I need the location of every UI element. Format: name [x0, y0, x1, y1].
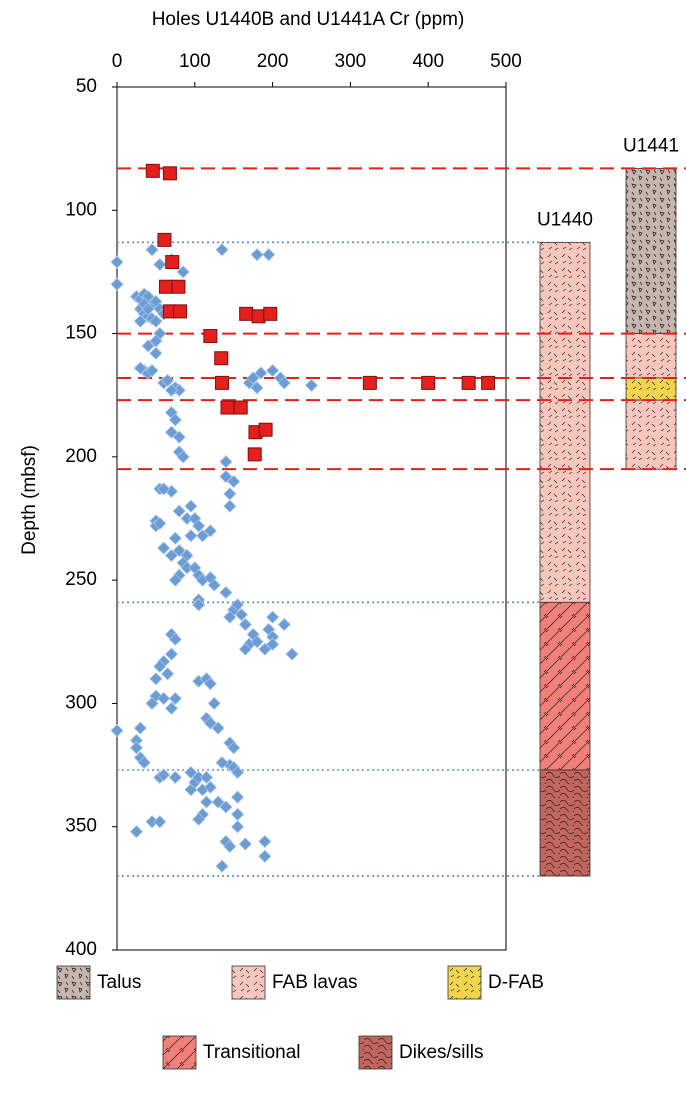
data-point: [111, 278, 123, 290]
data-point: [150, 673, 162, 685]
chart-title: Holes U1440B and U1441A Cr (ppm): [152, 9, 465, 30]
data-point: [248, 448, 261, 461]
data-point: [363, 376, 376, 389]
data-point: [267, 365, 279, 377]
legend-label: Talus: [97, 972, 141, 993]
data-point: [224, 488, 236, 500]
lithology-interval: [540, 242, 590, 602]
data-point: [264, 307, 277, 320]
data-point: [169, 532, 181, 544]
lithology-interval: [626, 334, 676, 378]
y-tick-label: 250: [65, 569, 97, 590]
y-tick-label: 50: [76, 76, 97, 97]
data-point: [306, 379, 318, 391]
data-point: [185, 500, 197, 512]
y-tick-label: 300: [65, 692, 97, 713]
data-point: [146, 164, 159, 177]
legend-swatch: [448, 966, 481, 999]
data-point: [234, 401, 247, 414]
lithology-interval: [540, 770, 590, 876]
legend-swatch: [163, 1036, 196, 1069]
data-point: [224, 500, 236, 512]
legend-label: Dikes/sills: [399, 1042, 483, 1063]
data-point: [165, 648, 177, 660]
y-tick-label: 100: [65, 199, 97, 220]
data-point: [111, 256, 123, 268]
data-point: [221, 401, 234, 414]
plot-frame: [117, 87, 506, 950]
data-point: [216, 860, 228, 872]
data-point: [252, 310, 265, 323]
data-point: [166, 256, 179, 269]
legend-label: D-FAB: [488, 972, 544, 993]
data-point: [174, 305, 187, 318]
column-label: U1440: [537, 209, 593, 230]
legend-swatch: [57, 966, 90, 999]
y-tick-label: 200: [65, 446, 97, 467]
data-point: [232, 808, 244, 820]
x-tick-label: 100: [179, 51, 211, 72]
data-point: [204, 330, 217, 343]
data-point: [172, 280, 185, 293]
data-point: [462, 376, 475, 389]
data-point: [278, 619, 290, 631]
x-tick-label: 0: [112, 51, 123, 72]
data-point: [154, 259, 166, 271]
data-point: [158, 233, 171, 246]
data-point: [482, 376, 495, 389]
data-point: [286, 648, 298, 660]
column-label: U1441: [623, 135, 679, 156]
legend-swatch: [359, 1036, 392, 1069]
data-point: [111, 725, 123, 737]
data-point: [263, 249, 275, 261]
x-tick-label: 500: [490, 51, 522, 72]
data-point: [232, 791, 244, 803]
y-tick-label: 350: [65, 816, 97, 837]
data-point: [240, 307, 253, 320]
lithology-interval: [540, 602, 590, 770]
legend-swatch: [232, 966, 265, 999]
lithology-interval: [626, 400, 676, 469]
y-tick-label: 400: [65, 939, 97, 960]
legend-label: Transitional: [203, 1042, 301, 1063]
lithology-interval: [626, 168, 676, 333]
x-tick-label: 200: [257, 51, 289, 72]
data-point: [146, 244, 158, 256]
data-point: [232, 821, 244, 833]
data-point: [259, 836, 271, 848]
data-point: [154, 816, 166, 828]
data-point: [259, 850, 271, 862]
data-point: [150, 347, 162, 359]
y-tick-label: 150: [65, 323, 97, 344]
lithology-interval: [626, 378, 676, 400]
legend-label: FAB lavas: [272, 972, 358, 993]
x-tick-label: 300: [335, 51, 367, 72]
data-point: [158, 542, 170, 554]
data-point: [130, 826, 142, 838]
data-point: [422, 376, 435, 389]
data-point: [216, 244, 228, 256]
data-point: [169, 771, 181, 783]
data-point: [220, 456, 232, 468]
data-point: [160, 280, 173, 293]
data-point: [259, 423, 272, 436]
data-point: [163, 167, 176, 180]
y-axis-label: Depth (mbsf): [19, 445, 40, 555]
x-tick-label: 400: [412, 51, 444, 72]
data-point: [200, 796, 212, 808]
data-point: [162, 668, 174, 680]
data-point: [208, 697, 220, 709]
data-point: [185, 530, 197, 542]
data-point: [216, 376, 229, 389]
chart: Holes U1440B and U1441A Cr (ppm) Depth (…: [0, 0, 686, 1113]
data-point: [134, 722, 146, 734]
data-point: [239, 838, 251, 850]
data-point: [173, 505, 185, 517]
data-point: [215, 352, 228, 365]
data-point: [220, 586, 232, 598]
data-point: [251, 249, 263, 261]
data-point: [267, 611, 279, 623]
